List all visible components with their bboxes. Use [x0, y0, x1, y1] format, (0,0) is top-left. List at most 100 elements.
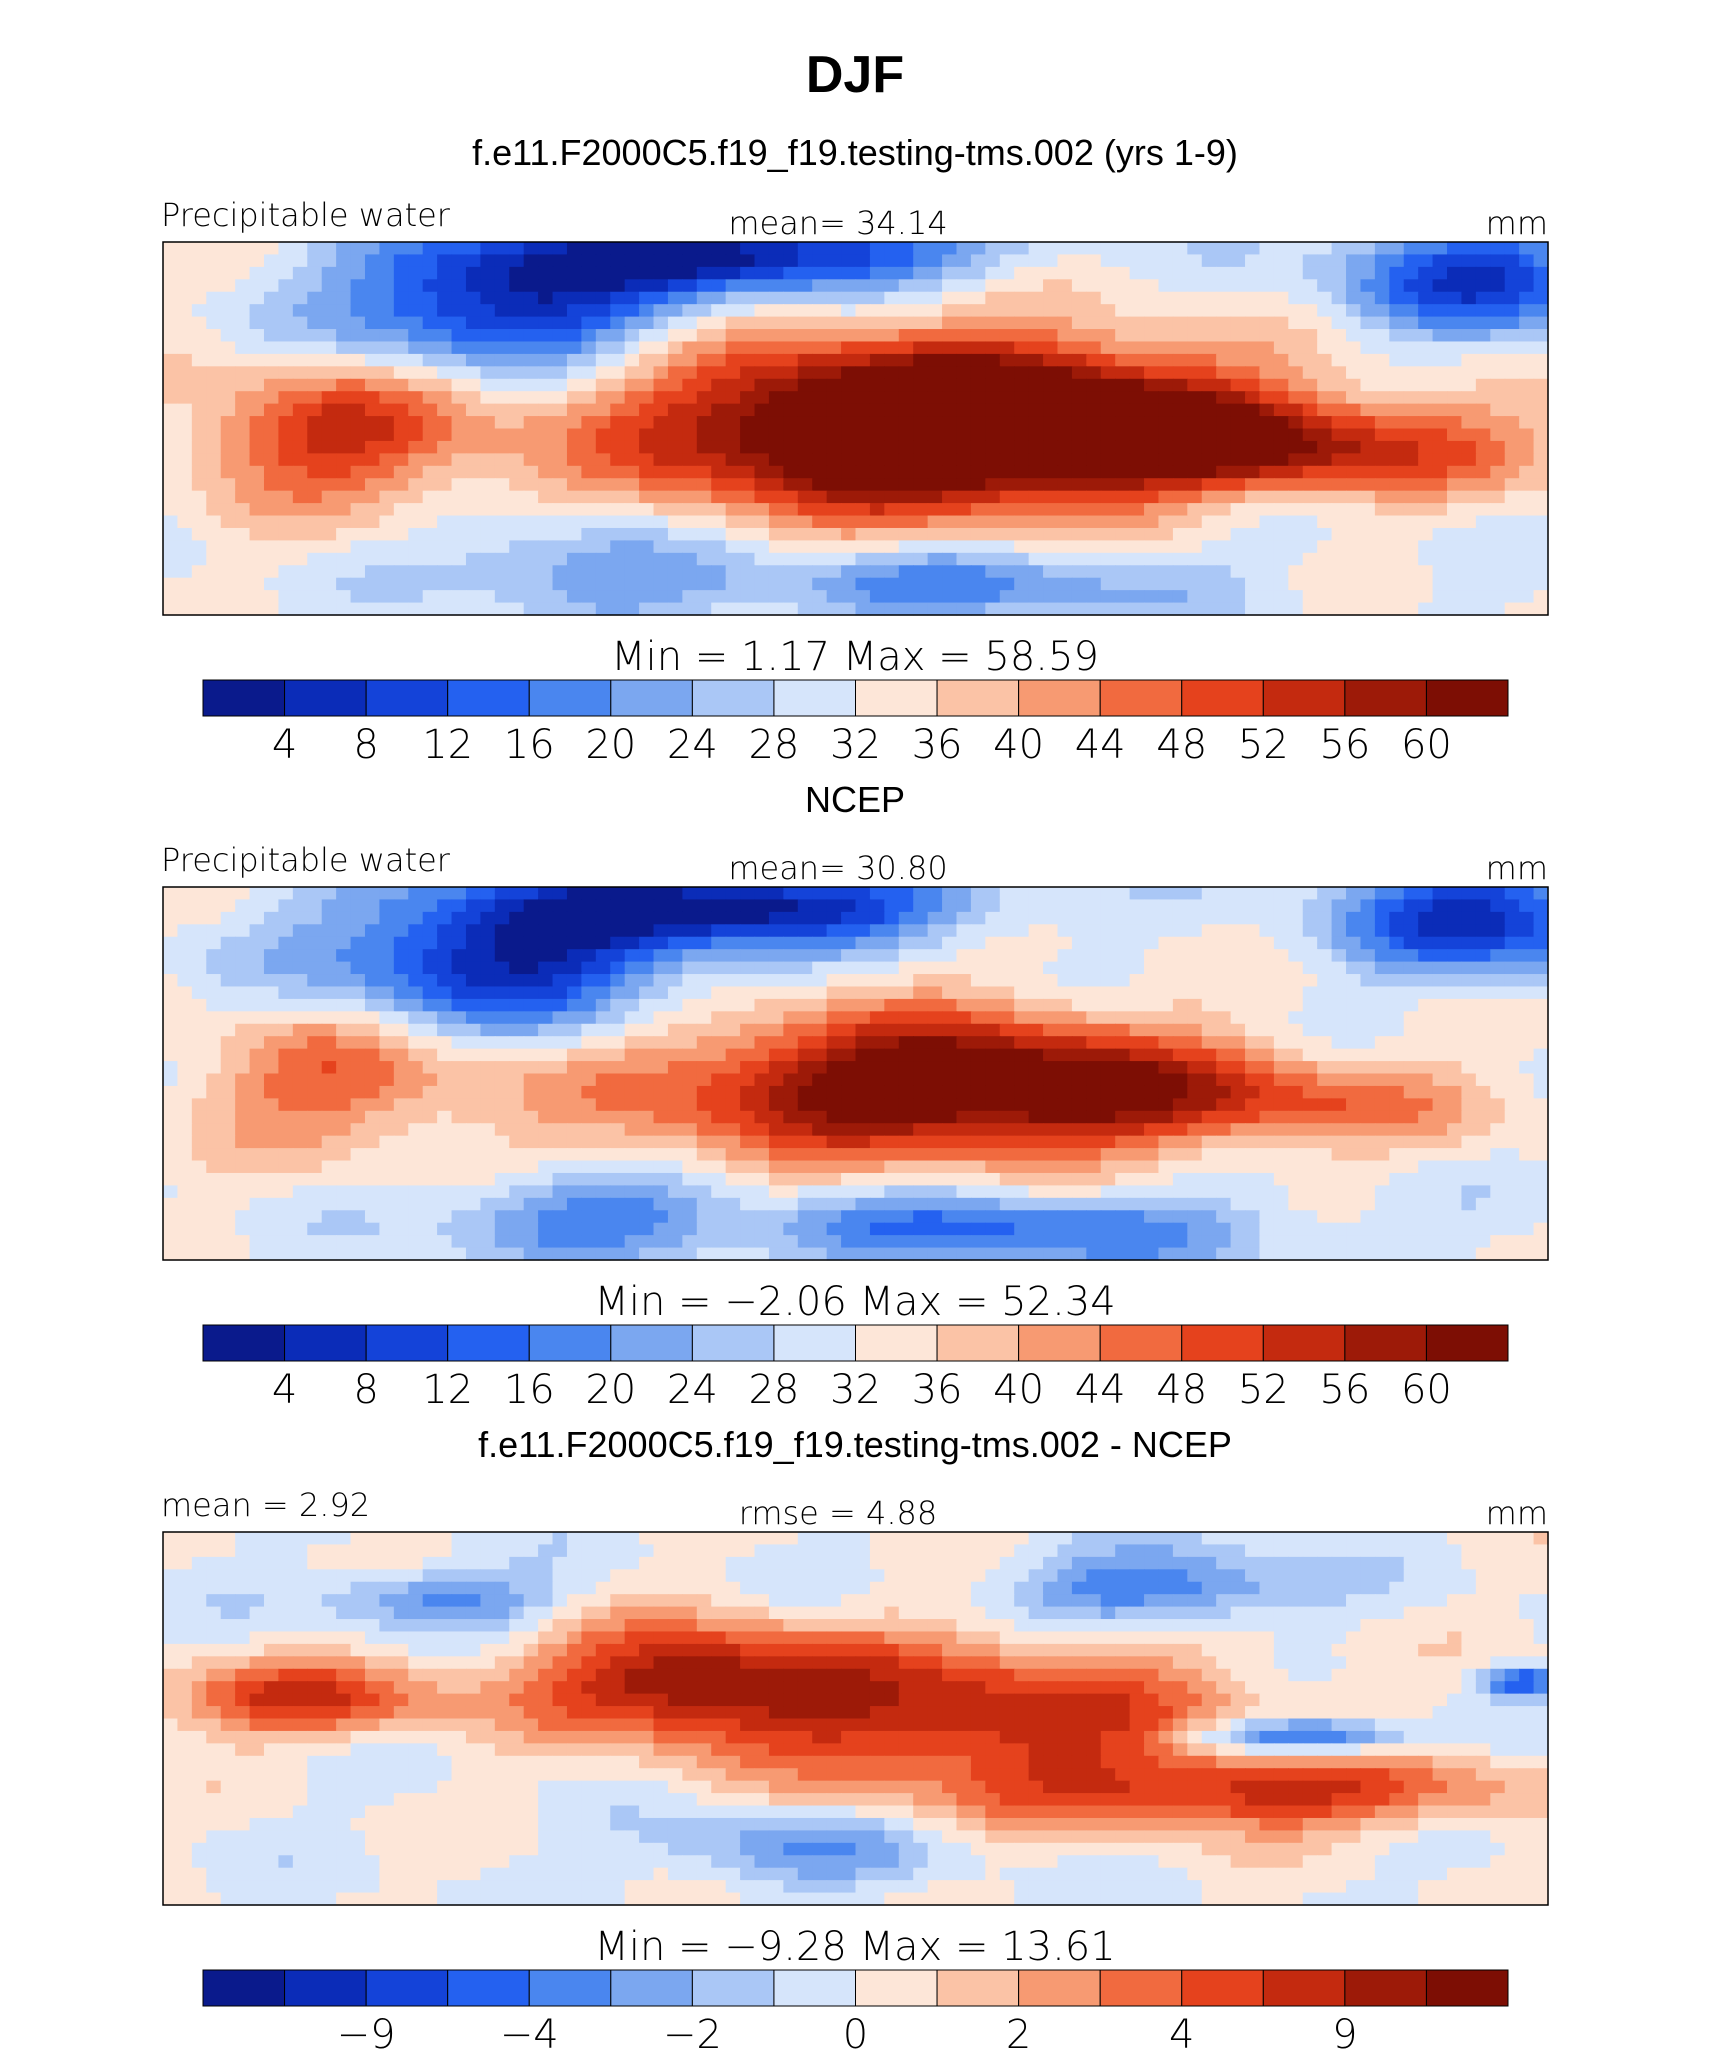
map-cell — [1403, 1073, 1419, 1087]
map-cell — [523, 329, 539, 343]
map-cell — [235, 565, 251, 579]
map-cell — [263, 316, 280, 330]
map-cell — [1057, 974, 1073, 988]
map-cell — [754, 1011, 770, 1025]
map-cell — [898, 366, 914, 380]
map-cell — [480, 949, 496, 963]
map-cell — [350, 540, 366, 554]
map-cell — [422, 490, 438, 504]
map-cell — [1533, 540, 1549, 554]
map-cell — [1158, 911, 1174, 925]
map-cell — [336, 1110, 352, 1124]
map-cell — [595, 366, 611, 380]
map-cell — [639, 478, 655, 492]
map-cell — [1043, 887, 1059, 901]
map-cell — [509, 1061, 525, 1075]
map-cell — [1389, 266, 1405, 280]
map-cell — [783, 924, 799, 938]
map-cell — [1230, 1036, 1246, 1050]
map-cell — [639, 490, 655, 504]
map-cell — [1273, 440, 1289, 454]
map-cell — [985, 366, 1001, 380]
map-cell — [1374, 378, 1390, 392]
map-cell — [307, 565, 323, 579]
map-cell — [263, 1098, 280, 1112]
map-cell — [768, 1073, 784, 1087]
map-cell — [1389, 341, 1405, 355]
map-cell — [1288, 490, 1304, 504]
map-cell — [1201, 403, 1217, 417]
map-cell — [595, 329, 611, 343]
map-cell — [754, 341, 770, 355]
map-cell — [1216, 503, 1232, 517]
map-cell — [1057, 391, 1073, 405]
map-cell — [999, 266, 1015, 280]
map-cell — [913, 341, 929, 355]
map-cell — [985, 478, 1001, 492]
colorbar-swatch — [1262, 679, 1346, 717]
map-cell — [1086, 403, 1102, 417]
map-cell — [696, 1036, 712, 1050]
map-cell — [1100, 540, 1116, 554]
map-cell — [1331, 998, 1347, 1012]
map-cell — [1158, 540, 1174, 554]
map-cell — [350, 391, 366, 405]
map-cell — [480, 391, 496, 405]
map-cell — [1028, 1061, 1044, 1075]
map-cell — [797, 527, 813, 541]
map-cell — [1346, 1023, 1362, 1037]
map-cell — [667, 416, 683, 430]
map-cell — [1158, 478, 1174, 492]
map-cell — [1129, 416, 1145, 430]
map-cell — [350, 1023, 366, 1037]
map-cell — [494, 577, 510, 591]
map-cell — [1519, 986, 1535, 1000]
map-cell — [624, 478, 640, 492]
map-cell — [869, 911, 885, 925]
map-cell — [783, 453, 799, 467]
map-cell — [1490, 391, 1506, 405]
map-cell — [321, 527, 337, 541]
map-cell — [263, 490, 280, 504]
map-cell — [1533, 899, 1549, 913]
map-cell — [307, 1110, 323, 1124]
map-cell — [1057, 515, 1073, 529]
map-cell — [1201, 887, 1217, 901]
map-cell — [610, 453, 626, 467]
map-cell — [1245, 378, 1261, 392]
map-cell — [682, 602, 698, 616]
map-cell — [1533, 490, 1549, 504]
map-cell — [1043, 341, 1059, 355]
map-cell — [696, 366, 712, 380]
map-cell — [1461, 1073, 1477, 1087]
map-cell — [509, 242, 525, 256]
map-cell — [797, 540, 813, 554]
map-cell — [220, 590, 236, 604]
map-cell — [1259, 304, 1275, 318]
map-cell — [624, 1048, 640, 1062]
map-cell — [552, 416, 568, 430]
map-field — [163, 887, 1549, 1261]
map-cell — [1432, 465, 1448, 479]
map-cell — [1461, 291, 1477, 305]
map-cell — [1100, 527, 1116, 541]
map-cell — [364, 391, 381, 405]
map-cell — [220, 1098, 236, 1112]
map-cell — [826, 465, 842, 479]
map-cell — [595, 552, 611, 566]
map-cell — [1086, 911, 1102, 925]
map-cell — [1259, 403, 1275, 417]
map-cell — [350, 1098, 366, 1112]
map-cell — [1043, 961, 1059, 975]
map-cell — [898, 998, 914, 1012]
map-cell — [292, 936, 308, 950]
map-cell — [509, 998, 525, 1012]
map-cell — [610, 279, 626, 293]
map-cell — [1057, 1098, 1073, 1112]
map-cell — [898, 515, 914, 529]
map-cell — [639, 936, 655, 950]
map-cell — [740, 911, 756, 925]
map-cell — [177, 478, 193, 492]
map-cell — [1028, 1011, 1044, 1025]
map-cell — [336, 899, 352, 913]
